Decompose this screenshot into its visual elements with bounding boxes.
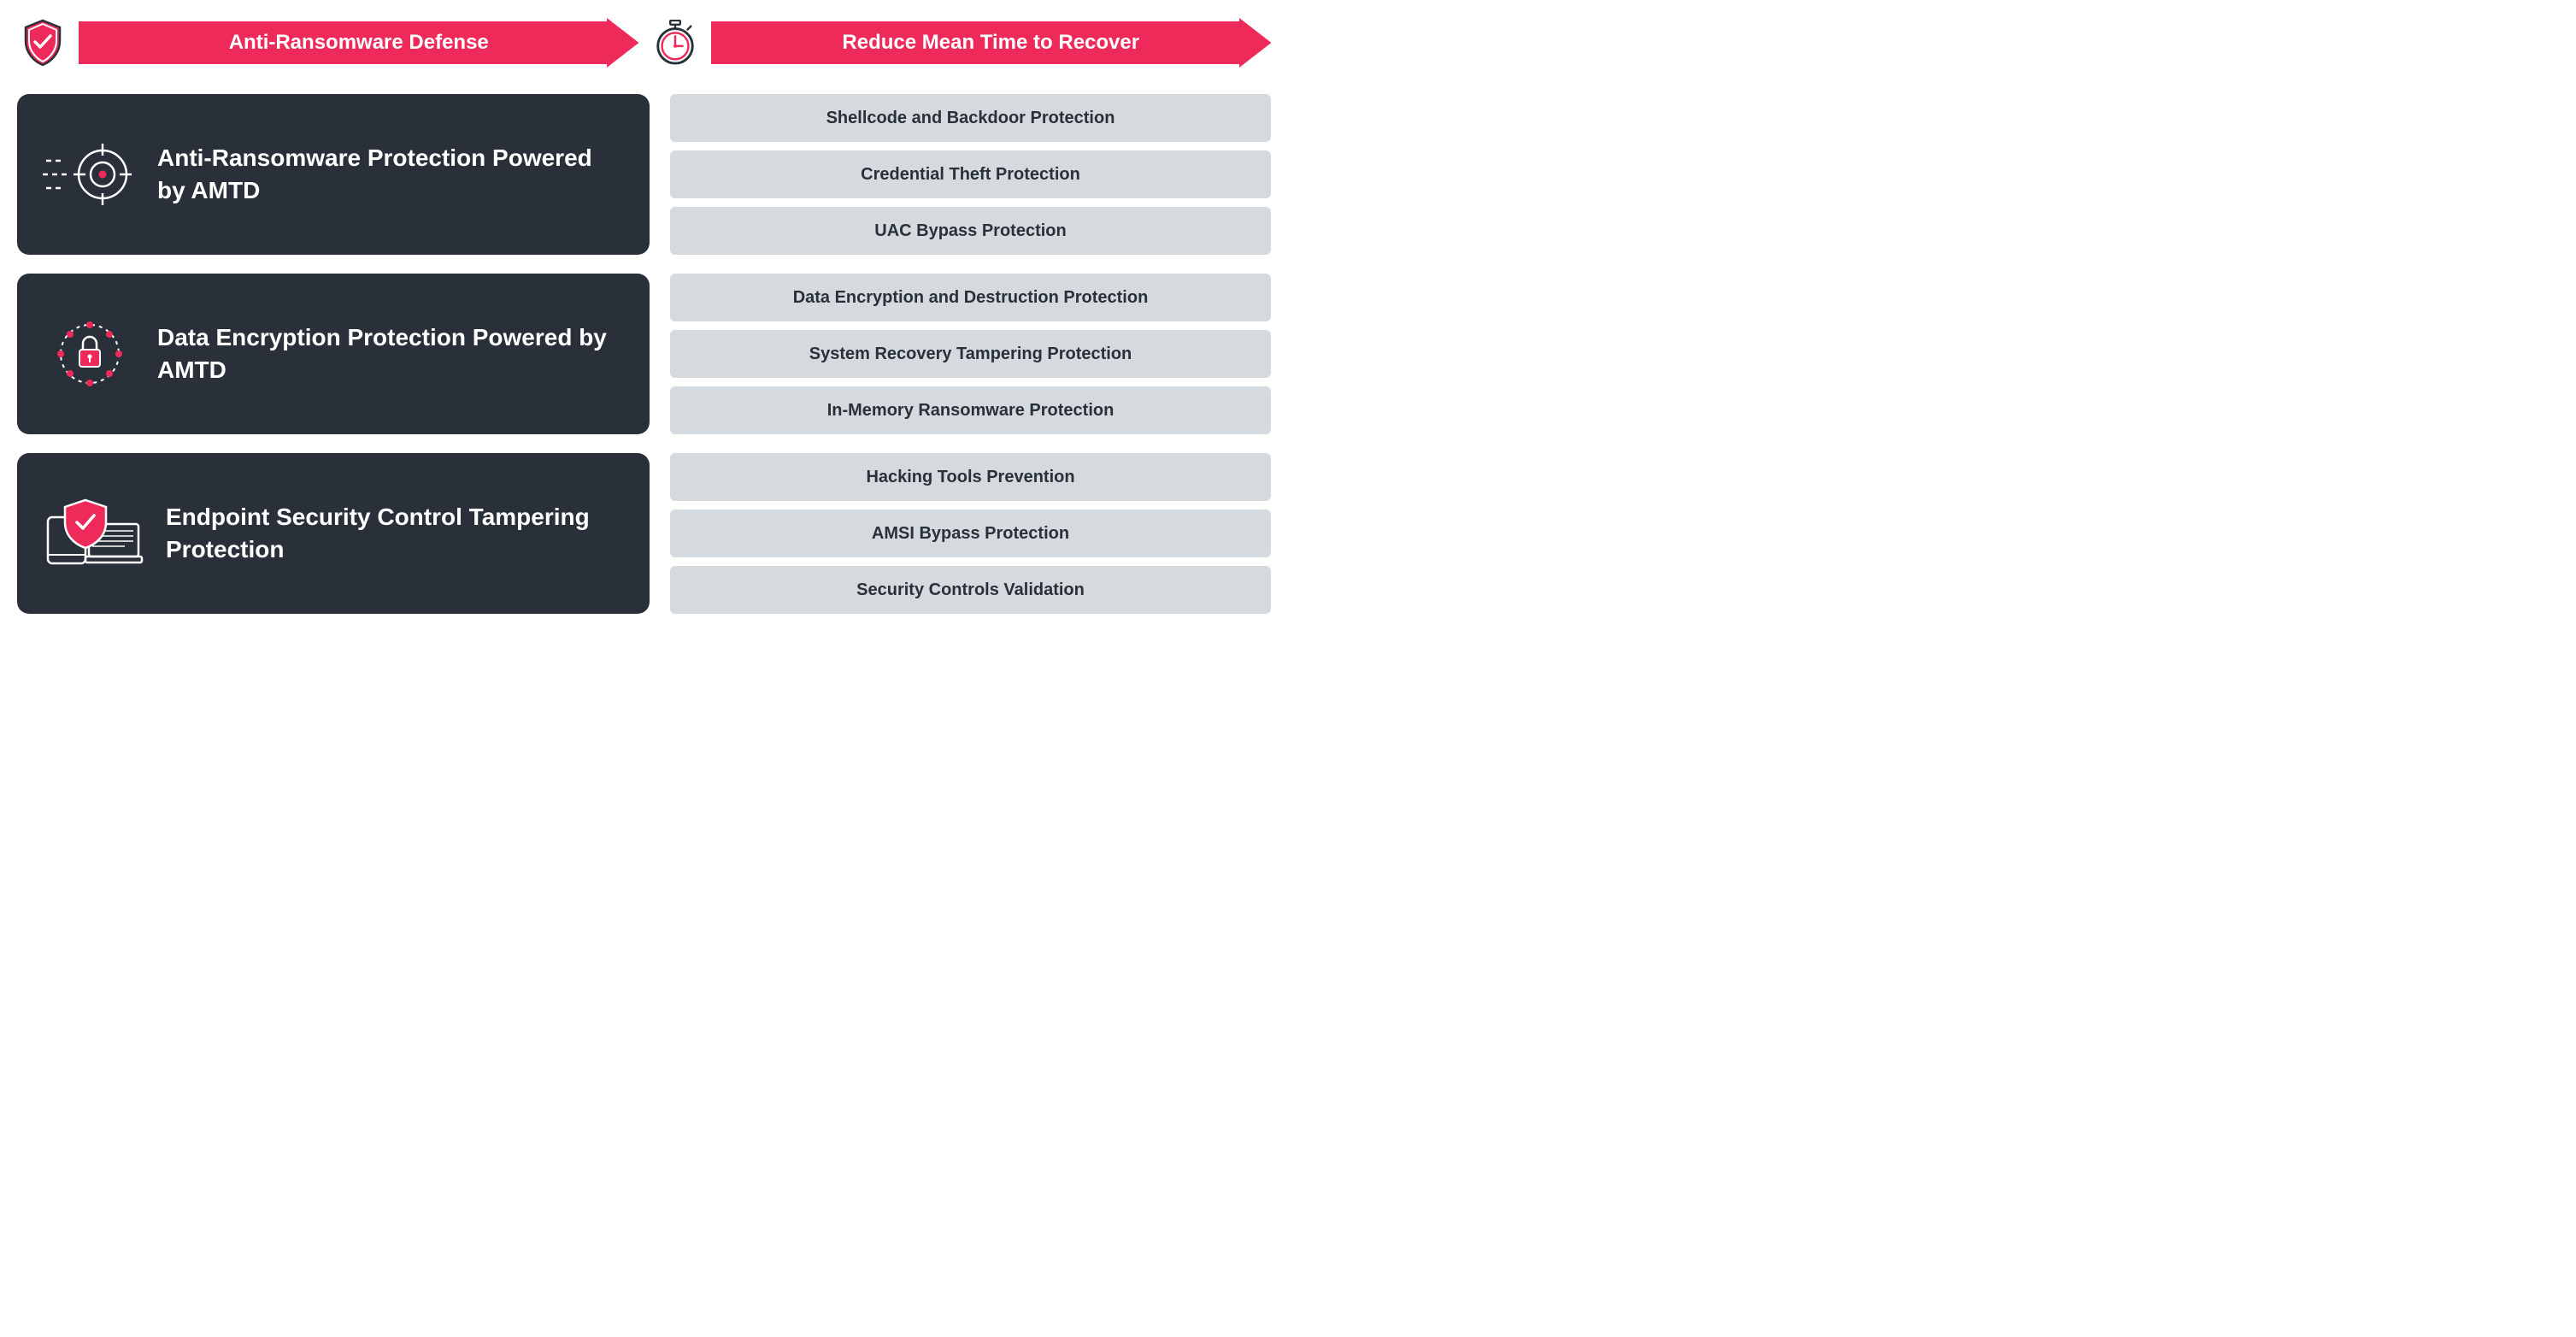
right-banner-label: Reduce Mean Time to Recover bbox=[842, 31, 1139, 55]
feature-group: Shellcode and Backdoor Protection Creden… bbox=[670, 94, 1271, 255]
category-card: Endpoint Security Control Tampering Prot… bbox=[17, 453, 650, 614]
feature-pill: System Recovery Tampering Protection bbox=[670, 330, 1271, 378]
feature-pill: Credential Theft Protection bbox=[670, 150, 1271, 198]
category-title: Data Encryption Protection Powered by AM… bbox=[157, 321, 624, 386]
category-title: Endpoint Security Control Tampering Prot… bbox=[166, 501, 624, 566]
left-column: Anti-Ransomware Protection Powered by AM… bbox=[17, 94, 650, 614]
stopwatch-icon bbox=[650, 17, 701, 68]
feature-group: Hacking Tools Prevention AMSI Bypass Pro… bbox=[670, 453, 1271, 614]
feature-group: Data Encryption and Destruction Protecti… bbox=[670, 274, 1271, 434]
target-icon bbox=[43, 136, 137, 213]
category-title: Anti-Ransomware Protection Powered by AM… bbox=[157, 142, 624, 207]
devices-shield-icon bbox=[43, 495, 145, 572]
feature-pill: AMSI Bypass Protection bbox=[670, 509, 1271, 557]
left-arrow-banner: Anti-Ransomware Defense bbox=[79, 18, 639, 68]
shield-check-icon bbox=[17, 17, 68, 68]
content-row: Anti-Ransomware Protection Powered by AM… bbox=[17, 94, 1271, 614]
feature-pill: UAC Bypass Protection bbox=[670, 207, 1271, 255]
left-banner-label: Anti-Ransomware Defense bbox=[229, 31, 489, 55]
feature-pill: Shellcode and Backdoor Protection bbox=[670, 94, 1271, 142]
lock-network-icon bbox=[43, 315, 137, 392]
feature-pill: Security Controls Validation bbox=[670, 566, 1271, 614]
category-card: Data Encryption Protection Powered by AM… bbox=[17, 274, 650, 434]
feature-pill: Hacking Tools Prevention bbox=[670, 453, 1271, 501]
feature-pill: Data Encryption and Destruction Protecti… bbox=[670, 274, 1271, 321]
right-arrow-banner: Reduce Mean Time to Recover bbox=[711, 18, 1272, 68]
category-card: Anti-Ransomware Protection Powered by AM… bbox=[17, 94, 650, 255]
feature-pill: In-Memory Ransomware Protection bbox=[670, 386, 1271, 434]
diagram-container: Anti-Ransomware Defense Reduce Mean Time… bbox=[17, 17, 1271, 614]
right-column: Shellcode and Backdoor Protection Creden… bbox=[670, 94, 1271, 614]
header-row: Anti-Ransomware Defense Reduce Mean Time… bbox=[17, 17, 1271, 68]
